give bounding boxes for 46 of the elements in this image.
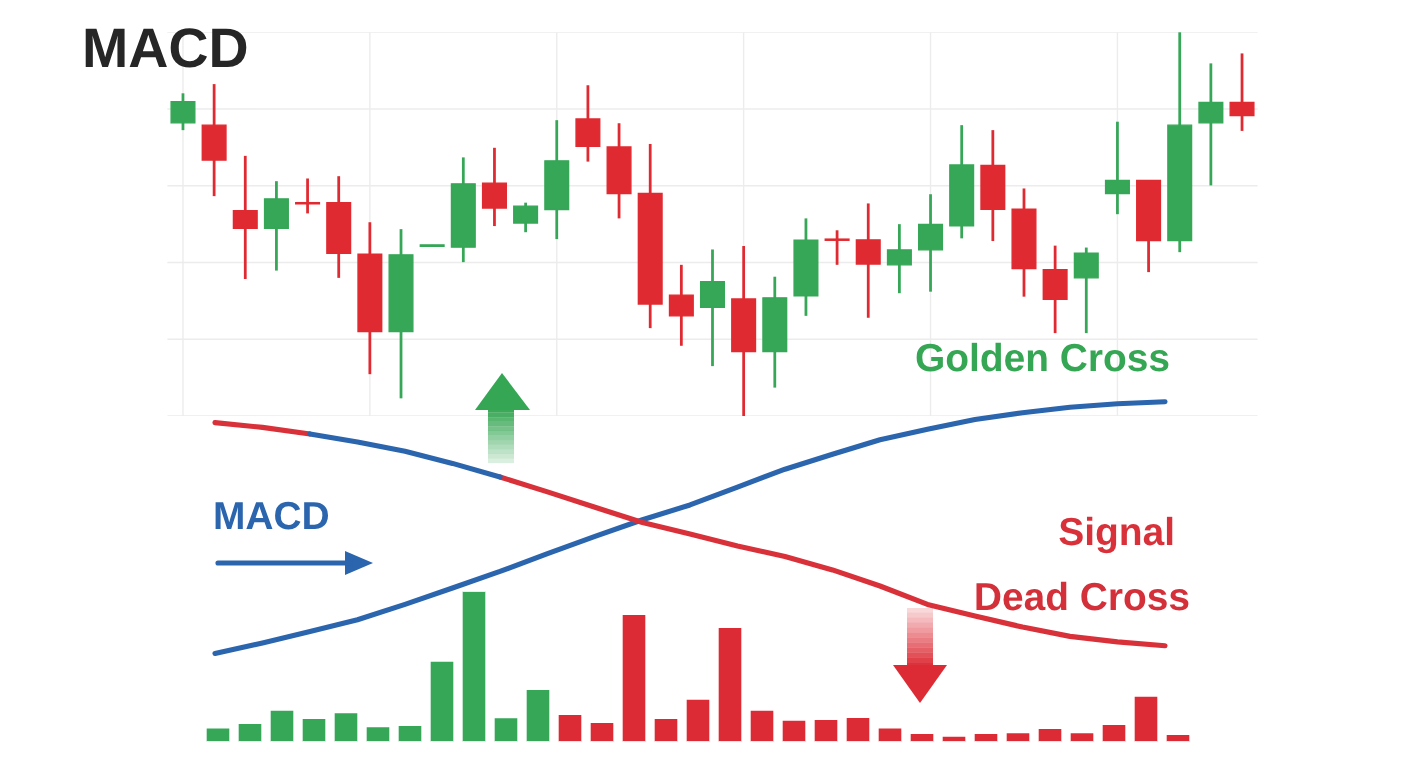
bar xyxy=(941,735,967,742)
bar xyxy=(973,732,999,742)
bar xyxy=(1165,733,1191,742)
bar xyxy=(365,725,391,742)
bar xyxy=(205,727,231,742)
bar xyxy=(685,698,711,742)
bar xyxy=(1101,723,1127,742)
chart-title: MACD xyxy=(85,28,247,68)
bar xyxy=(493,716,519,742)
bar xyxy=(1069,731,1095,742)
bar xyxy=(1133,695,1159,742)
bar xyxy=(781,719,807,742)
candlestick xyxy=(1198,61,1224,187)
bar xyxy=(461,591,487,742)
bar xyxy=(717,626,743,742)
bar xyxy=(621,613,647,742)
bar xyxy=(1005,731,1031,742)
bar xyxy=(589,721,615,742)
annotation: Dead Cross xyxy=(976,581,1189,611)
bar xyxy=(525,688,551,742)
bar xyxy=(301,717,327,742)
candlestick xyxy=(824,228,850,267)
bar xyxy=(813,718,839,742)
bar xyxy=(909,732,935,742)
bar xyxy=(845,716,871,742)
candlestick xyxy=(170,91,196,132)
candlestick xyxy=(886,222,912,295)
bar xyxy=(237,722,263,742)
text: Signal xyxy=(1059,516,1173,554)
candlestick xyxy=(668,263,694,348)
bar xyxy=(333,711,359,742)
annotation: Golden Cross xyxy=(916,342,1169,372)
candlestick xyxy=(232,154,258,281)
bar xyxy=(429,660,455,742)
bar xyxy=(269,709,295,742)
text: MACD xyxy=(215,501,329,530)
bar xyxy=(397,724,423,742)
candlestick xyxy=(1104,120,1130,216)
bar xyxy=(749,709,775,742)
candlestick xyxy=(1229,52,1255,133)
bar xyxy=(653,717,679,742)
bar xyxy=(1037,727,1063,742)
candlestick xyxy=(513,201,539,234)
candlestick xyxy=(295,177,321,215)
bar xyxy=(877,727,903,742)
bar xyxy=(557,713,583,742)
